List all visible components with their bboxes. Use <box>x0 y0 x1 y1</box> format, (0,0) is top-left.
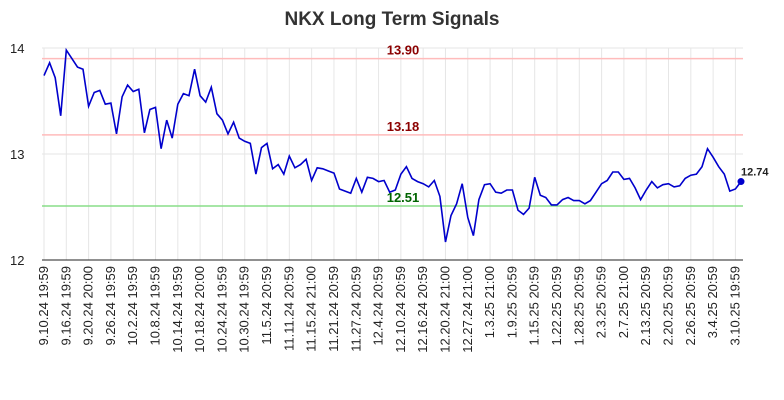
x-tick-label: 10.30.24 19:59 <box>237 266 252 353</box>
x-tick-label: 12.16.24 20:59 <box>415 266 430 353</box>
last-value-label: 12.74 <box>741 167 769 179</box>
x-tick-label: 11.21.24 20:59 <box>326 266 341 352</box>
y-tick-label: 14 <box>10 41 24 56</box>
x-tick-label: 2.20.25 20:59 <box>661 266 676 346</box>
x-tick-label: 10.8.24 19:59 <box>148 266 163 346</box>
x-tick-label: 2.7.25 21:00 <box>616 266 631 338</box>
x-tick-label: 9.26.24 19:59 <box>103 266 118 346</box>
signal-label: 13.18 <box>387 119 420 134</box>
x-tick-label: 9.10.24 19:59 <box>36 266 51 346</box>
x-tick-label: 10.14.24 19:59 <box>170 266 185 353</box>
x-tick-label: 1.22.25 20:59 <box>549 266 564 346</box>
x-tick-label: 10.24.24 19:59 <box>214 266 229 353</box>
last-point <box>737 178 745 186</box>
x-tick-label: 2.26.25 20:59 <box>683 266 698 346</box>
x-tick-label: 3.10.25 19:59 <box>727 266 742 346</box>
x-tick-label: 1.3.25 21:00 <box>482 266 497 338</box>
x-tick-label: 12.27.24 21:00 <box>460 266 475 353</box>
x-tick-label: 12.10.24 20:59 <box>393 266 408 353</box>
x-tick-label: 10.2.24 19:59 <box>125 266 140 346</box>
x-tick-label: 1.28.25 20:59 <box>571 266 586 346</box>
x-tick-label: 12.4.24 20:59 <box>371 266 386 346</box>
y-tick-label: 13 <box>10 147 24 162</box>
x-tick-label: 2.3.25 20:59 <box>594 266 609 338</box>
y-tick-label: 12 <box>10 253 24 268</box>
chart-title: NKX Long Term Signals <box>284 9 499 30</box>
x-tick-label: 10.18.24 20:00 <box>192 266 207 353</box>
signal-label: 13.90 <box>387 43 420 58</box>
price-line <box>43 47 742 243</box>
x-tick-label: 11.5.24 20:59 <box>259 266 274 345</box>
x-tick-label: 9.20.24 20:00 <box>81 266 96 346</box>
x-tick-label: 3.4.25 20:59 <box>705 266 720 338</box>
x-tick-label: 11.27.24 20:59 <box>348 266 363 352</box>
x-tick-label: 2.13.25 20:59 <box>638 266 653 346</box>
signal-label: 12.51 <box>387 190 420 205</box>
x-tick-label: 11.11.24 20:59 <box>281 266 296 351</box>
x-tick-label: 1.9.25 20:59 <box>504 266 519 338</box>
x-tick-label: 9.16.24 19:59 <box>58 266 73 346</box>
x-tick-label: 12.20.24 21:00 <box>437 266 452 353</box>
x-tick-label: 1.15.25 20:59 <box>527 266 542 346</box>
x-tick-label: 11.15.24 21:00 <box>304 266 319 352</box>
